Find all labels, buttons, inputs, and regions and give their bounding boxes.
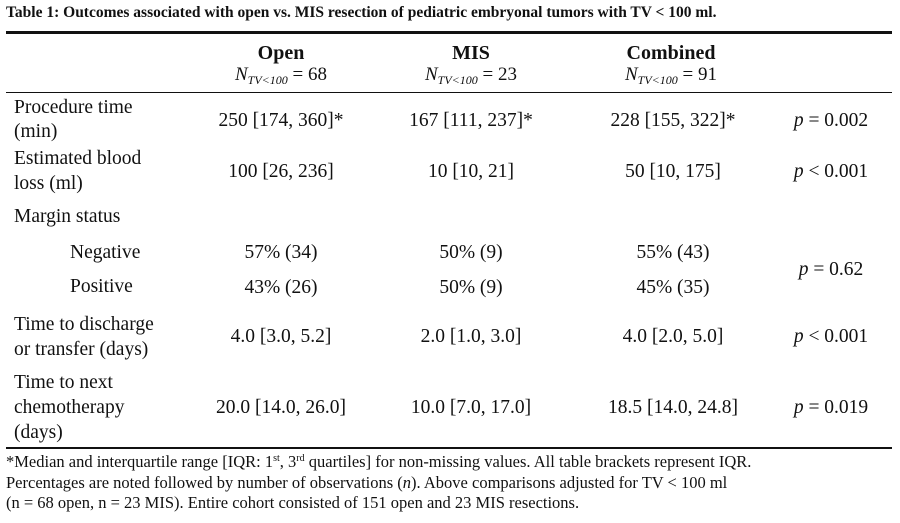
- footnote-text: quartiles] for non-missing values. All t…: [304, 452, 752, 471]
- p-symbol: p: [793, 110, 804, 131]
- n-subscript: TV<100: [247, 73, 288, 87]
- discharge-mis: 2.0 [1.0, 3.0]: [420, 326, 522, 347]
- row-label-blood-loss: Estimated blood: [14, 148, 142, 169]
- row-label-chemotherapy-2: chemotherapy: [14, 397, 125, 418]
- row-label-negative: Negative: [70, 242, 141, 263]
- column-title-open: Open: [257, 42, 305, 64]
- p-value-text: < 0.001: [808, 161, 869, 182]
- row-label-discharge: Time to discharge: [14, 314, 154, 335]
- table-caption: Table 1: Outcomes associated with open v…: [6, 4, 717, 21]
- margin-status-p-value: p = 0.62: [770, 258, 892, 282]
- row-label-chemotherapy: Time to next: [14, 372, 113, 393]
- row-label-procedure-time: Procedure time: [14, 97, 133, 118]
- bottom-rule: [6, 447, 892, 449]
- blood-loss-open: 100 [26, 236]: [228, 161, 334, 182]
- procedure-time-open: 250 [174, 360]*: [218, 110, 344, 131]
- row-label-procedure-time-2: (min): [14, 121, 58, 142]
- column-n-mis: NTV<100 = 23: [371, 64, 571, 91]
- procedure-time-combined: 228 [155, 322]*: [610, 110, 736, 131]
- footnote-text: Percentages are noted followed by number…: [6, 472, 403, 492]
- n-subscript: TV<100: [637, 73, 678, 87]
- column-header-open: Open NTV<100 = 68: [181, 42, 381, 91]
- column-n-open: NTV<100 = 68: [181, 64, 381, 91]
- footnote-text: , 3: [279, 452, 297, 471]
- procedure-time-mis: 167 [111, 237]*: [409, 110, 533, 131]
- p-value-text: = 0.002: [808, 110, 869, 131]
- negative-mis: 50% (9): [439, 242, 503, 263]
- footnote-superscript: rd: [296, 453, 305, 464]
- p-value-text: = 0.62: [813, 259, 864, 280]
- row-label-discharge-2: or transfer (days): [14, 339, 149, 360]
- n-value: = 23: [482, 64, 517, 85]
- chemotherapy-p-value: p = 0.019: [770, 396, 892, 420]
- p-symbol: p: [793, 161, 804, 182]
- negative-open: 57% (34): [244, 242, 318, 263]
- chemotherapy-combined: 18.5 [14.0, 24.8]: [608, 397, 738, 418]
- footnote-italic-n: n: [402, 472, 412, 492]
- column-title-combined: Combined: [626, 42, 716, 64]
- footnote-text: ). Above comparisons adjusted for TV < 1…: [411, 472, 728, 492]
- table-footnote: *Median and interquartile range [IQR: 1s…: [6, 452, 892, 514]
- row-label-blood-loss-2: loss (ml): [14, 173, 83, 194]
- p-symbol: p: [793, 326, 804, 347]
- discharge-open: 4.0 [3.0, 5.2]: [230, 326, 332, 347]
- p-value-text: = 0.019: [808, 397, 869, 418]
- column-title-mis: MIS: [452, 42, 490, 64]
- p-symbol: p: [798, 259, 809, 280]
- footnote-line-1: *Median and interquartile range [IQR: 1s…: [6, 452, 892, 473]
- discharge-p-value: p < 0.001: [770, 325, 892, 349]
- n-symbol: N: [234, 64, 248, 85]
- row-label-chemotherapy-3: (days): [14, 422, 63, 443]
- n-value: = 68: [292, 64, 327, 85]
- n-subscript: TV<100: [437, 73, 478, 87]
- footnote-line-3: (n = 68 open, n = 23 MIS). Entire cohort…: [6, 493, 580, 512]
- p-symbol: p: [793, 397, 804, 418]
- footnote-superscript: st: [273, 453, 280, 464]
- column-header-combined: Combined NTV<100 = 91: [571, 42, 771, 91]
- chemotherapy-mis: 10.0 [7.0, 17.0]: [410, 397, 532, 418]
- footnote-line-2: Percentages are noted followed by number…: [6, 473, 892, 494]
- chemotherapy-open: 20.0 [14.0, 26.0]: [216, 397, 346, 418]
- negative-combined: 55% (43): [636, 242, 710, 263]
- header-rule: [6, 92, 892, 93]
- n-symbol: N: [624, 64, 638, 85]
- footnote-text: *Median and interquartile range [IQR: 1: [6, 452, 274, 471]
- column-n-combined: NTV<100 = 91: [571, 64, 771, 91]
- column-header-mis: MIS NTV<100 = 23: [371, 42, 571, 91]
- blood-loss-combined: 50 [10, 175]: [625, 161, 721, 182]
- row-label-positive: Positive: [70, 276, 133, 297]
- top-rule: [6, 31, 892, 34]
- n-symbol: N: [424, 64, 438, 85]
- positive-combined: 45% (35): [636, 277, 710, 298]
- discharge-combined: 4.0 [2.0, 5.0]: [622, 326, 724, 347]
- row-label-margin-status: Margin status: [14, 206, 121, 227]
- blood-loss-p-value: p < 0.001: [770, 160, 892, 184]
- positive-mis: 50% (9): [439, 277, 503, 298]
- n-value: = 91: [682, 64, 717, 85]
- procedure-time-p-value: p = 0.002: [770, 109, 892, 133]
- p-value-text: < 0.001: [808, 326, 869, 347]
- positive-open: 43% (26): [244, 277, 318, 298]
- blood-loss-mis: 10 [10, 21]: [427, 161, 515, 182]
